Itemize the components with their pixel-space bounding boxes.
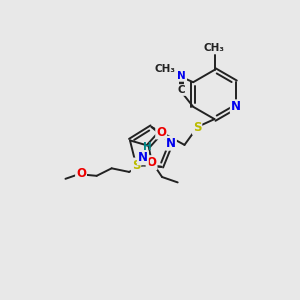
Text: N: N xyxy=(166,137,176,150)
Text: O: O xyxy=(76,167,86,180)
Text: S: S xyxy=(132,158,140,172)
Text: N: N xyxy=(138,151,148,164)
Text: CH₃: CH₃ xyxy=(155,64,176,74)
Text: H: H xyxy=(143,142,152,152)
Text: CH₃: CH₃ xyxy=(204,44,225,53)
Text: N: N xyxy=(177,71,186,81)
Text: S: S xyxy=(193,121,201,134)
Text: N: N xyxy=(231,100,241,113)
Text: O: O xyxy=(156,125,166,139)
Text: C: C xyxy=(178,85,186,95)
Text: O: O xyxy=(147,156,157,169)
